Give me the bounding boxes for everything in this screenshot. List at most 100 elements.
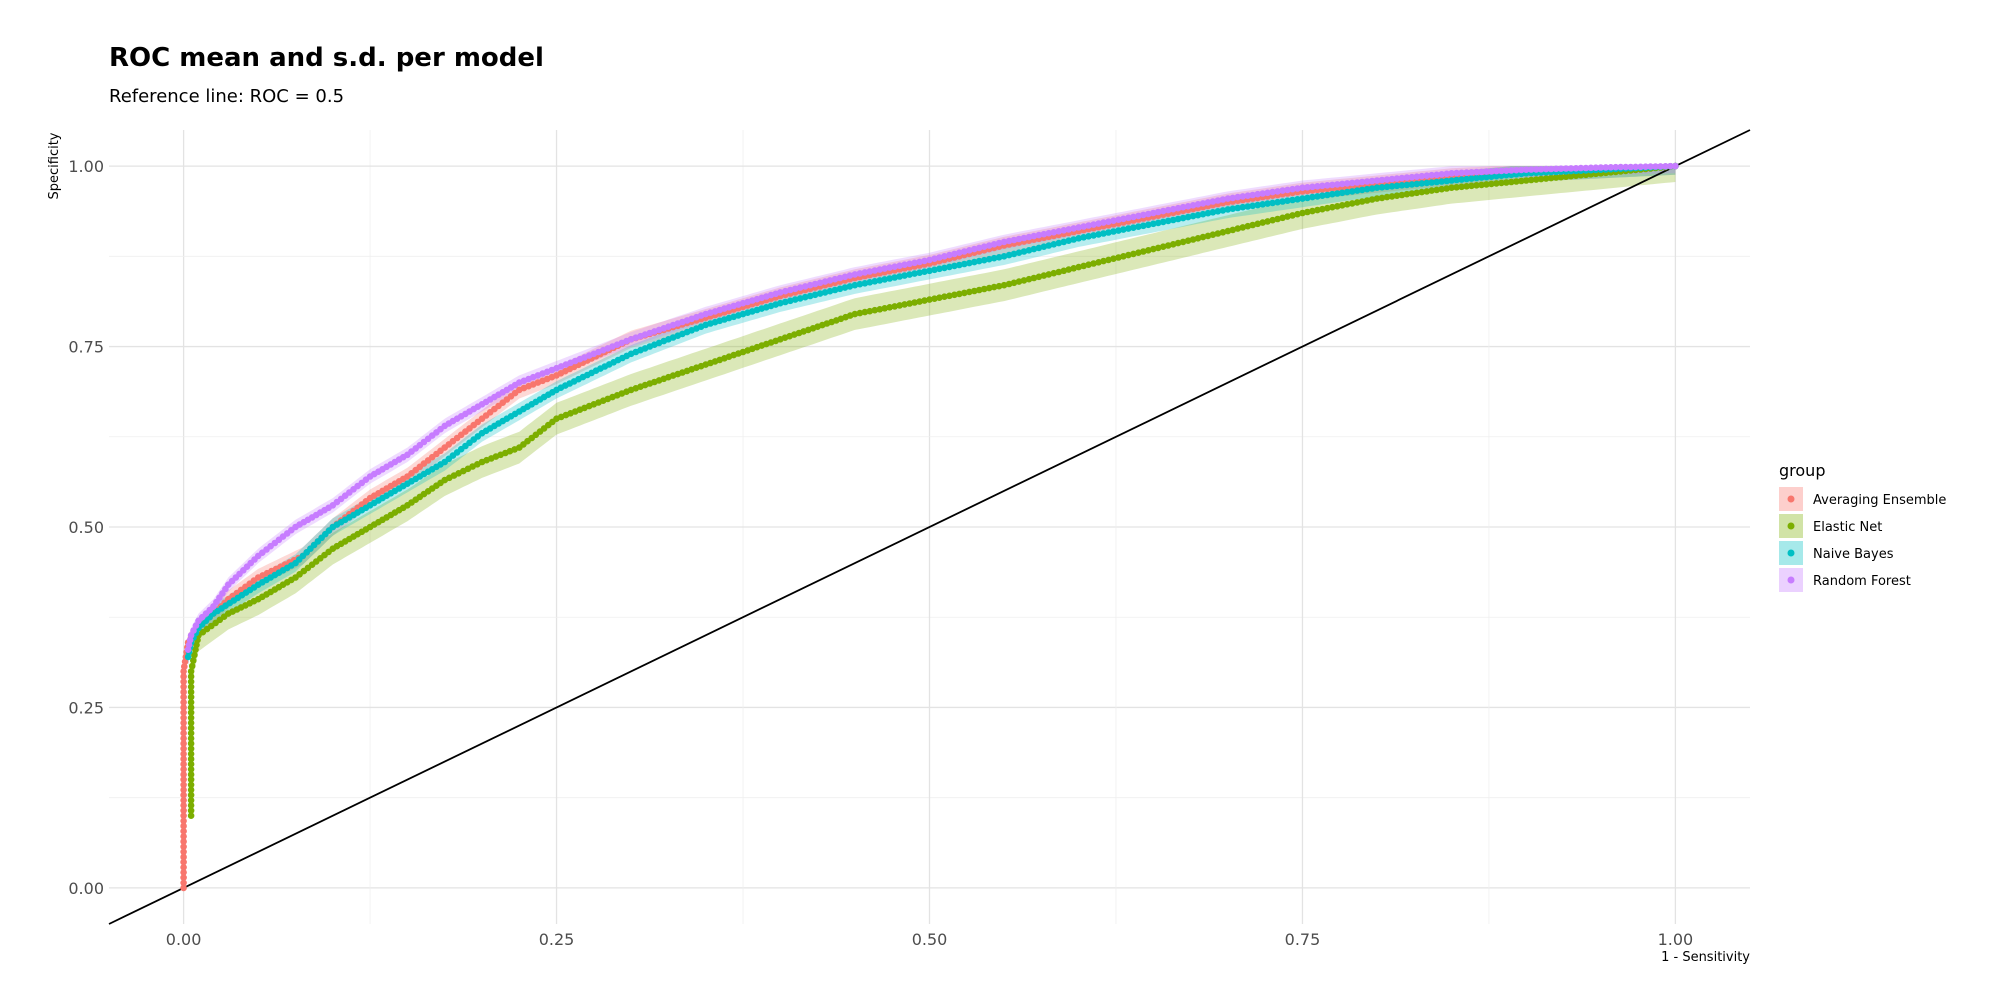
- data-point: [187, 709, 195, 716]
- data-point: [1125, 251, 1132, 259]
- data-point: [1105, 256, 1112, 264]
- data-point: [1428, 179, 1435, 186]
- legend-key-point: [1787, 495, 1795, 503]
- data-point: [180, 714, 187, 722]
- data-point: [1314, 206, 1321, 214]
- data-point: [1274, 188, 1281, 195]
- data-point: [180, 802, 187, 809]
- data-point: [831, 286, 839, 294]
- data-point: [180, 853, 187, 861]
- data-points: [180, 162, 1679, 892]
- data-point: [1428, 171, 1435, 179]
- chart-subtitle: Reference line: ROC = 0.5: [109, 86, 344, 107]
- data-point: [1542, 165, 1550, 173]
- data-point: [1030, 274, 1038, 282]
- data-point: [1458, 176, 1465, 183]
- data-point: [866, 279, 874, 286]
- data-point: [1279, 198, 1286, 205]
- data-point: [1438, 185, 1445, 193]
- data-point: [1090, 260, 1097, 267]
- data-point: [1259, 190, 1266, 197]
- data-point: [1368, 177, 1376, 185]
- data-point: [180, 719, 187, 727]
- data-point: [1100, 257, 1107, 265]
- reference-line: [108, 129, 1751, 925]
- data-point: [1040, 230, 1048, 238]
- data-point: [931, 295, 938, 303]
- data-point: [180, 673, 187, 680]
- y-axis-title: Specificity: [47, 132, 62, 199]
- data-point: [1493, 172, 1500, 180]
- data-point: [1169, 216, 1177, 224]
- data-point: [1184, 213, 1192, 221]
- data-point: [187, 678, 195, 685]
- data-point: [187, 699, 195, 706]
- data-point: [966, 259, 973, 267]
- data-point: [1418, 172, 1426, 180]
- data-point: [906, 260, 913, 268]
- data-point: [1075, 224, 1082, 231]
- data-point: [871, 278, 879, 285]
- data-point: [1050, 241, 1058, 248]
- data-point: [187, 791, 195, 799]
- x-tick-label: 1.00: [1658, 930, 1694, 949]
- data-point: [1229, 226, 1237, 234]
- data-point: [1527, 176, 1535, 184]
- data-point: [1269, 188, 1276, 196]
- data-point: [1030, 245, 1038, 253]
- data-point: [1473, 168, 1480, 176]
- data-point: [1358, 198, 1366, 205]
- data-point: [1080, 234, 1087, 241]
- data-point: [1632, 163, 1639, 171]
- data-point: [861, 280, 869, 287]
- data-point: [851, 310, 859, 318]
- data-point: [1423, 188, 1431, 195]
- data-point: [1438, 171, 1445, 178]
- data-point: [1662, 163, 1669, 170]
- data-point: [881, 305, 888, 312]
- sd-band: [188, 166, 1676, 666]
- data-point: [1264, 189, 1271, 197]
- data-point: [180, 766, 187, 773]
- data-point: [1075, 263, 1082, 271]
- data-point: [1488, 180, 1495, 188]
- data-point: [1353, 179, 1361, 186]
- data-point: [1284, 213, 1291, 220]
- data-point: [1254, 220, 1261, 228]
- data-point: [187, 812, 195, 819]
- data-point: [1199, 210, 1207, 218]
- data-point: [961, 248, 968, 255]
- data-point: [1483, 181, 1490, 188]
- data-point: [1667, 162, 1674, 170]
- data-point: [1150, 220, 1157, 228]
- data-point: [1135, 212, 1142, 220]
- data-point: [936, 265, 943, 273]
- data-point: [916, 258, 923, 266]
- data-point: [1622, 163, 1629, 171]
- data-point: [1095, 231, 1102, 238]
- data-point: [180, 848, 187, 856]
- data-point: [1353, 187, 1361, 194]
- data-point: [1239, 224, 1247, 231]
- data-point: [1174, 204, 1182, 212]
- data-point: [187, 688, 195, 696]
- data-point: [1493, 167, 1500, 175]
- data-point: [990, 241, 998, 248]
- data-point: [1562, 173, 1570, 180]
- data-point: [916, 298, 923, 305]
- data-point: [826, 287, 834, 295]
- data-point: [1443, 185, 1450, 192]
- data-point: [1329, 203, 1336, 211]
- data-point: [1299, 184, 1306, 191]
- data-point: [187, 786, 195, 794]
- data-point: [1035, 231, 1043, 239]
- data-point: [1463, 175, 1470, 183]
- data-point: [1413, 189, 1421, 197]
- data-point: [190, 657, 197, 664]
- data-point: [1045, 242, 1053, 249]
- data-point: [831, 275, 839, 283]
- data-point: [1204, 199, 1212, 206]
- chart-title: ROC mean and s.d. per model: [109, 43, 544, 73]
- data-point: [1418, 188, 1426, 196]
- data-point: [1060, 227, 1068, 234]
